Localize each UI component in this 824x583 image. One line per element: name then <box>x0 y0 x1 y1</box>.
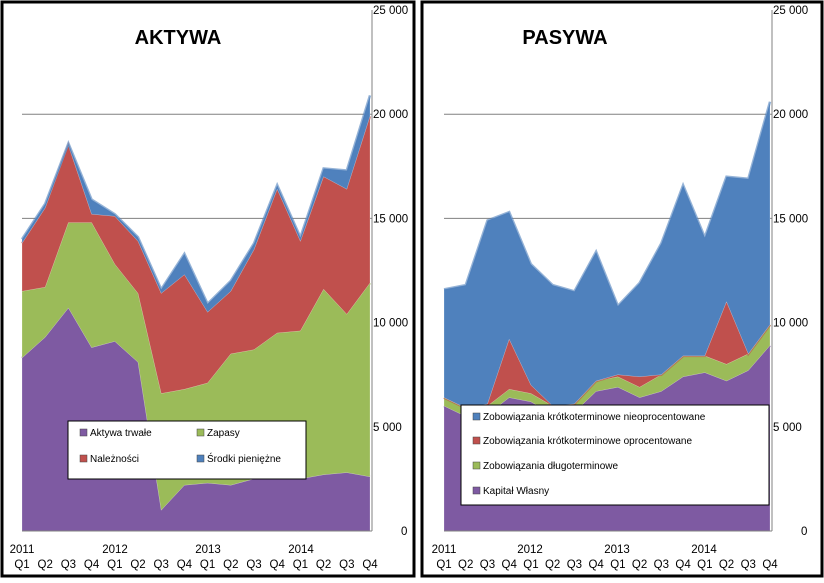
x-tick-label-quarter: Q2 <box>316 559 331 571</box>
legend-label: Zobowiązania krótkoterminowe nieoprocent… <box>483 412 706 423</box>
legend-swatch <box>472 486 481 495</box>
x-tick-label-quarter: Q2 <box>38 559 53 571</box>
legend-box <box>67 420 307 480</box>
y-tick-label: 5 000 <box>773 422 802 434</box>
y-tick-label: 5 000 <box>373 422 402 434</box>
x-tick-label-quarter: Q4 <box>762 559 778 571</box>
x-tick-label-year: 2013 <box>195 544 221 556</box>
legend-swatch <box>196 454 205 463</box>
x-tick-label-quarter: Q1 <box>697 559 712 571</box>
legend-swatch <box>79 428 88 437</box>
legend-label: Aktywa trwałe <box>90 428 152 439</box>
legend-swatch <box>472 412 481 421</box>
x-tick-label-quarter: Q3 <box>339 559 354 571</box>
y-tick-label: 20 000 <box>773 109 808 121</box>
legend-swatch <box>196 428 205 437</box>
x-tick-label-quarter: Q2 <box>458 559 473 571</box>
legend-box <box>460 404 770 506</box>
x-tick-label-quarter: Q4 <box>502 559 518 571</box>
x-tick-label-quarter: Q1 <box>523 559 538 571</box>
legend-swatch <box>472 461 481 470</box>
legend-label: Należności <box>90 454 139 465</box>
legend-label: Zobowiązania długoterminowe <box>483 461 619 472</box>
x-tick-label-quarter: Q2 <box>223 559 238 571</box>
x-tick-label-quarter: Q3 <box>246 559 261 571</box>
y-tick-label: 0 <box>801 526 807 538</box>
x-tick-label-year: 2011 <box>10 544 35 556</box>
area-edge-series-3 <box>20 95 372 306</box>
x-tick-label-quarter: Q1 <box>293 559 308 571</box>
y-tick-label: 10 000 <box>773 318 808 330</box>
x-tick-label-year: 2014 <box>691 544 717 556</box>
x-tick-label-quarter: Q4 <box>270 559 286 571</box>
x-tick-label-quarter: Q2 <box>130 559 145 571</box>
x-tick-label-quarter: Q1 <box>610 559 625 571</box>
x-tick-label-quarter: Q4 <box>362 559 378 571</box>
x-tick-label-quarter: Q3 <box>61 559 76 571</box>
x-tick-label-quarter: Q3 <box>154 559 169 571</box>
legend-label: Zapasy <box>207 428 240 439</box>
legend-label: Zobowiązania krótkoterminowe oprocentowa… <box>483 436 692 447</box>
legend-label: Kapitał Własny <box>483 486 549 497</box>
x-tick-label-quarter: Q3 <box>567 559 582 571</box>
x-tick-label-quarter: Q4 <box>177 559 193 571</box>
x-tick-label-quarter: Q1 <box>107 559 122 571</box>
x-tick-label-quarter: Q4 <box>675 559 691 571</box>
x-tick-label-quarter: Q2 <box>545 559 560 571</box>
y-tick-label: 10 000 <box>373 318 408 330</box>
x-tick-label-quarter: Q2 <box>632 559 647 571</box>
x-tick-label-quarter: Q1 <box>200 559 215 571</box>
legend-label: Środki pieniężne <box>207 452 281 465</box>
x-tick-label-quarter: Q1 <box>14 559 29 571</box>
chart-title: PASYWA <box>522 27 607 49</box>
x-tick-label-year: 2011 <box>432 544 457 556</box>
x-tick-label-quarter: Q1 <box>436 559 451 571</box>
legend-swatch <box>79 454 88 463</box>
y-tick-label: 15 000 <box>773 213 808 225</box>
x-tick-label-quarter: Q3 <box>741 559 756 571</box>
y-tick-label: 15 000 <box>373 213 408 225</box>
chart-pasywa: 0 5 000 10 000 15 000 20 000 25 000 Q1 Q2 Q3 Q4 Q1… <box>432 5 809 571</box>
y-tick-label: 25 000 <box>373 5 408 17</box>
chart-title: AKTYWA <box>135 27 222 49</box>
x-tick-label-quarter: Q2 <box>719 559 734 571</box>
x-tick-label-quarter: Q4 <box>588 559 604 571</box>
x-tick-label-year: 2014 <box>288 544 314 556</box>
legend-swatch <box>472 436 481 445</box>
x-tick-label-year: 2012 <box>102 544 128 556</box>
x-tick-label-quarter: Q3 <box>654 559 669 571</box>
x-tick-label-year: 2013 <box>604 544 630 556</box>
y-tick-label: 20 000 <box>373 109 408 121</box>
area-edge-series-3 <box>443 101 772 309</box>
x-tick-label-quarter: Q3 <box>480 559 495 571</box>
x-tick-label-quarter: Q4 <box>84 559 100 571</box>
y-tick-label: 25 000 <box>773 5 808 17</box>
chart-aktywa: 0 5 000 10 000 15 000 20 000 25 000 Q1 Q2 Q3 Q4 Q1… <box>10 5 409 571</box>
y-tick-label: 0 <box>401 526 407 538</box>
x-tick-label-year: 2012 <box>517 544 543 556</box>
